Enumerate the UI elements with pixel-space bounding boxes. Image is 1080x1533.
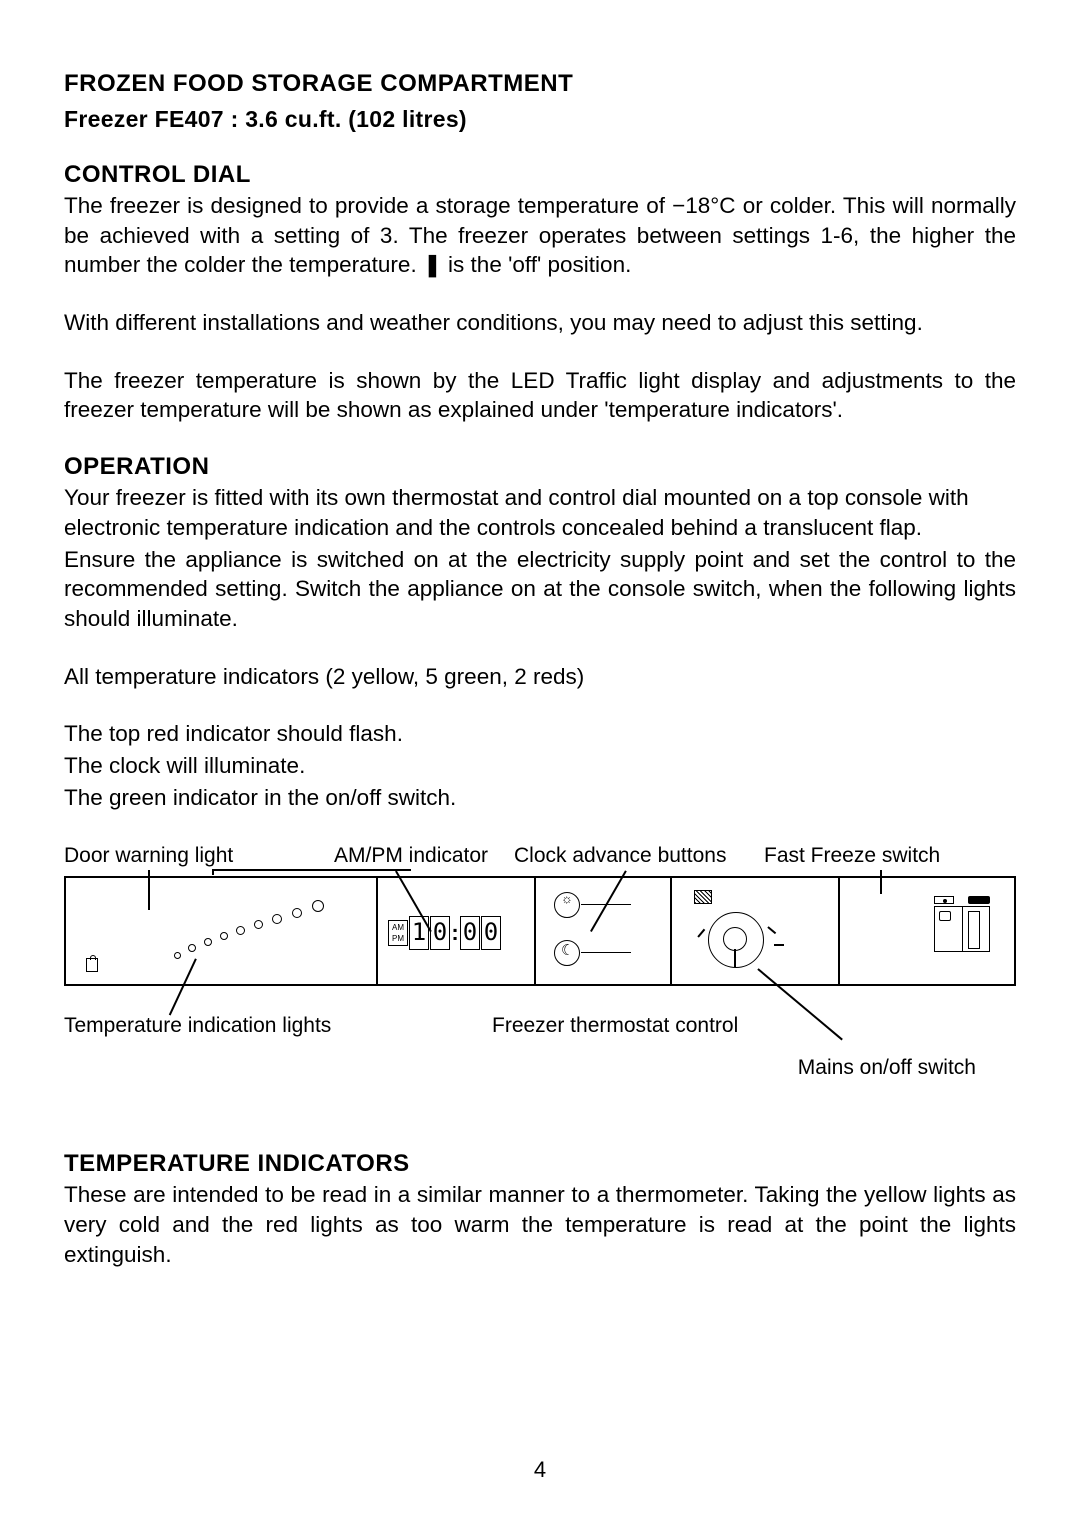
temp-indicator-light <box>312 900 324 912</box>
switch-body <box>934 906 990 952</box>
dial-tick <box>774 944 784 946</box>
panel-temp-lights <box>66 878 378 984</box>
console-diagram: Door warning light AM/PM indicator Clock… <box>64 844 1016 1080</box>
section-temp-indicators-title: TEMPERATURE INDICATORS <box>64 1150 1016 1178</box>
sub-heading: Freezer FE407 : 3.6 cu.ft. (102 litres) <box>64 106 1016 133</box>
clock-digit: 0 <box>430 916 450 950</box>
switch-rocker-icon <box>968 896 990 904</box>
body-text: These are intended to be read in a simil… <box>64 1180 1016 1269</box>
label-mains-switch: Mains on/off switch <box>64 1056 1016 1080</box>
door-warning-icon <box>86 958 98 972</box>
fast-freeze-icon <box>694 890 712 904</box>
body-text: The freezer temperature is shown by the … <box>64 366 1016 425</box>
ampm-indicator: AM PM <box>388 920 408 946</box>
switch-led-icon <box>934 896 954 904</box>
dial-inner <box>723 927 747 951</box>
temp-indicator-light <box>204 938 212 946</box>
section-operation-title: OPERATION <box>64 453 1016 481</box>
thermostat-dial <box>708 912 764 968</box>
panel-advance-buttons: ☼ ☾ <box>536 878 672 984</box>
body-text: Your freezer is fitted with its own ther… <box>64 483 1016 542</box>
clock-digit: 0 <box>460 916 480 950</box>
section-control-dial-title: CONTROL DIAL <box>64 161 1016 189</box>
switch-indicators <box>934 896 990 904</box>
label-ampm: AM/PM indicator <box>334 844 514 868</box>
label-temp-lights: Temperature indication lights <box>64 1014 492 1038</box>
panel-clock: AM PM 1 0 : 0 0 <box>378 878 536 984</box>
am-label: AM <box>392 924 404 932</box>
mains-switch <box>934 896 990 956</box>
temp-indicator-light <box>272 914 282 924</box>
diagram-labels-top: Door warning light AM/PM indicator Clock… <box>64 844 1016 868</box>
body-text: The top red indicator should flash. <box>64 719 1016 749</box>
main-heading: FROZEN FOOD STORAGE COMPARTMENT <box>64 70 1016 98</box>
clock-advance-night-button: ☾ <box>554 940 580 966</box>
label-clock-advance: Clock advance buttons <box>514 844 764 868</box>
switch-left <box>935 907 963 951</box>
body-text: The green indicator in the on/off switch… <box>64 783 1016 813</box>
temp-indicator-light <box>236 926 245 935</box>
body-text: All temperature indicators (2 yellow, 5 … <box>64 662 1016 692</box>
clock-colon: : <box>451 916 459 950</box>
clock-advance-day-button: ☼ <box>554 892 580 918</box>
sun-icon: ☼ <box>561 891 573 906</box>
temp-indicator-light <box>254 920 263 929</box>
clock-display: AM PM 1 0 : 0 0 <box>388 916 501 950</box>
temp-indicator-light <box>188 944 196 952</box>
body-text: The clock will illuminate. <box>64 751 1016 781</box>
switch-right <box>963 907 990 951</box>
dial-tick <box>697 929 705 938</box>
temp-indicator-light <box>174 952 181 959</box>
temp-indicator-light <box>292 908 302 918</box>
label-fast-freeze: Fast Freeze switch <box>764 844 1016 868</box>
temp-indicator-light <box>220 932 228 940</box>
body-text: Ensure the appliance is switched on at t… <box>64 545 1016 634</box>
diagram-labels-bottom: Temperature indication lights Freezer th… <box>64 1014 1016 1038</box>
leader-line <box>212 869 214 875</box>
leader-line <box>213 869 411 871</box>
pm-label: PM <box>392 935 404 943</box>
dial-pointer <box>734 949 736 967</box>
clock-digit: 0 <box>481 916 501 950</box>
clock-digit: 1 <box>409 916 429 950</box>
page-number: 4 <box>0 1457 1080 1483</box>
dial-tick <box>767 927 776 935</box>
moon-icon: ☾ <box>561 941 574 959</box>
body-text: With different installations and weather… <box>64 308 1016 338</box>
body-text: The freezer is designed to provide a sto… <box>64 191 1016 280</box>
label-thermostat: Freezer thermostat control <box>492 1014 1016 1038</box>
panel-mains-switch <box>840 878 1016 984</box>
console-panel: AM PM 1 0 : 0 0 ☼ ☾ <box>64 876 1016 986</box>
label-door-warning: Door warning light <box>64 844 334 868</box>
leader-line <box>169 959 197 1016</box>
panel-thermostat <box>672 878 840 984</box>
